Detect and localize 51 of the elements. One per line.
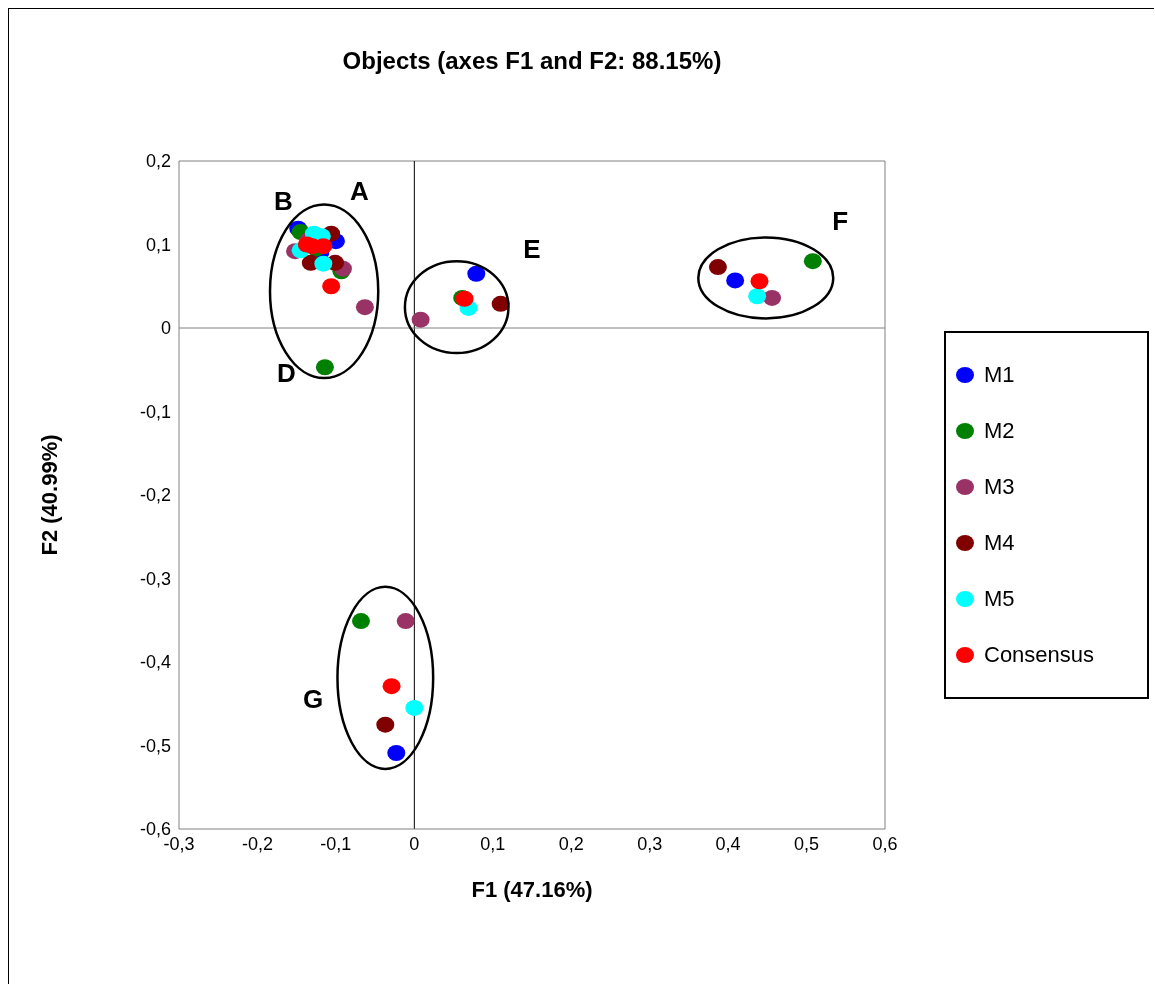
y-tick-label: -0,5 xyxy=(139,735,171,756)
point xyxy=(708,259,727,276)
x-axis-title: F1 (47.16%) xyxy=(471,877,593,902)
y-axis-title: F2 (40.99%) xyxy=(36,434,62,556)
point xyxy=(726,272,745,289)
point xyxy=(763,289,782,306)
annotation: D xyxy=(277,358,296,389)
x-tick-label: 0,4 xyxy=(715,833,741,854)
y-tick-label: -0,3 xyxy=(139,568,171,589)
y-tick-label: -0,6 xyxy=(139,819,171,840)
legend-label: M2 xyxy=(984,418,1015,444)
point xyxy=(748,288,767,305)
y-tick-label: 0,1 xyxy=(145,234,171,255)
legend-label: Consensus xyxy=(984,642,1095,668)
x-tick-label: 0,2 xyxy=(558,833,584,854)
point xyxy=(467,265,486,282)
annotation: G xyxy=(303,683,324,714)
x-tick-label: -0,1 xyxy=(320,833,352,854)
y-tick-label: -0,4 xyxy=(139,652,171,673)
point xyxy=(315,359,334,376)
x-tick-label: 0 xyxy=(409,833,420,854)
point xyxy=(750,273,769,290)
point xyxy=(405,699,424,716)
x-tick-label: 0,1 xyxy=(480,833,506,854)
x-tick-label: 0,3 xyxy=(637,833,663,854)
chart-title: Objects (axes F1 and F2: 88.15%) xyxy=(341,47,723,75)
point xyxy=(387,745,406,762)
x-tick-label: -0,2 xyxy=(241,833,273,854)
annotation: F xyxy=(832,206,849,237)
point xyxy=(314,255,333,272)
y-tick-label: -0,2 xyxy=(139,485,171,506)
annotation: B xyxy=(273,186,293,217)
legend-label: M3 xyxy=(984,474,1015,500)
y-tick-label: 0 xyxy=(160,318,171,339)
annotation: A xyxy=(350,176,370,207)
y-tick-label: -0,1 xyxy=(139,401,171,422)
point xyxy=(803,253,822,270)
point xyxy=(382,678,401,695)
point xyxy=(351,613,370,630)
legend-label: M4 xyxy=(984,530,1015,556)
legend-label: M1 xyxy=(984,362,1015,388)
point xyxy=(376,716,395,733)
x-tick-label: 0,5 xyxy=(794,833,820,854)
point xyxy=(411,311,430,328)
x-tick-label: 0,6 xyxy=(872,833,898,854)
point xyxy=(322,278,341,295)
point xyxy=(396,613,415,630)
annotation: E xyxy=(523,233,541,264)
point xyxy=(355,299,374,316)
y-tick-label: 0,2 xyxy=(145,151,171,172)
legend-label: M5 xyxy=(984,586,1015,612)
